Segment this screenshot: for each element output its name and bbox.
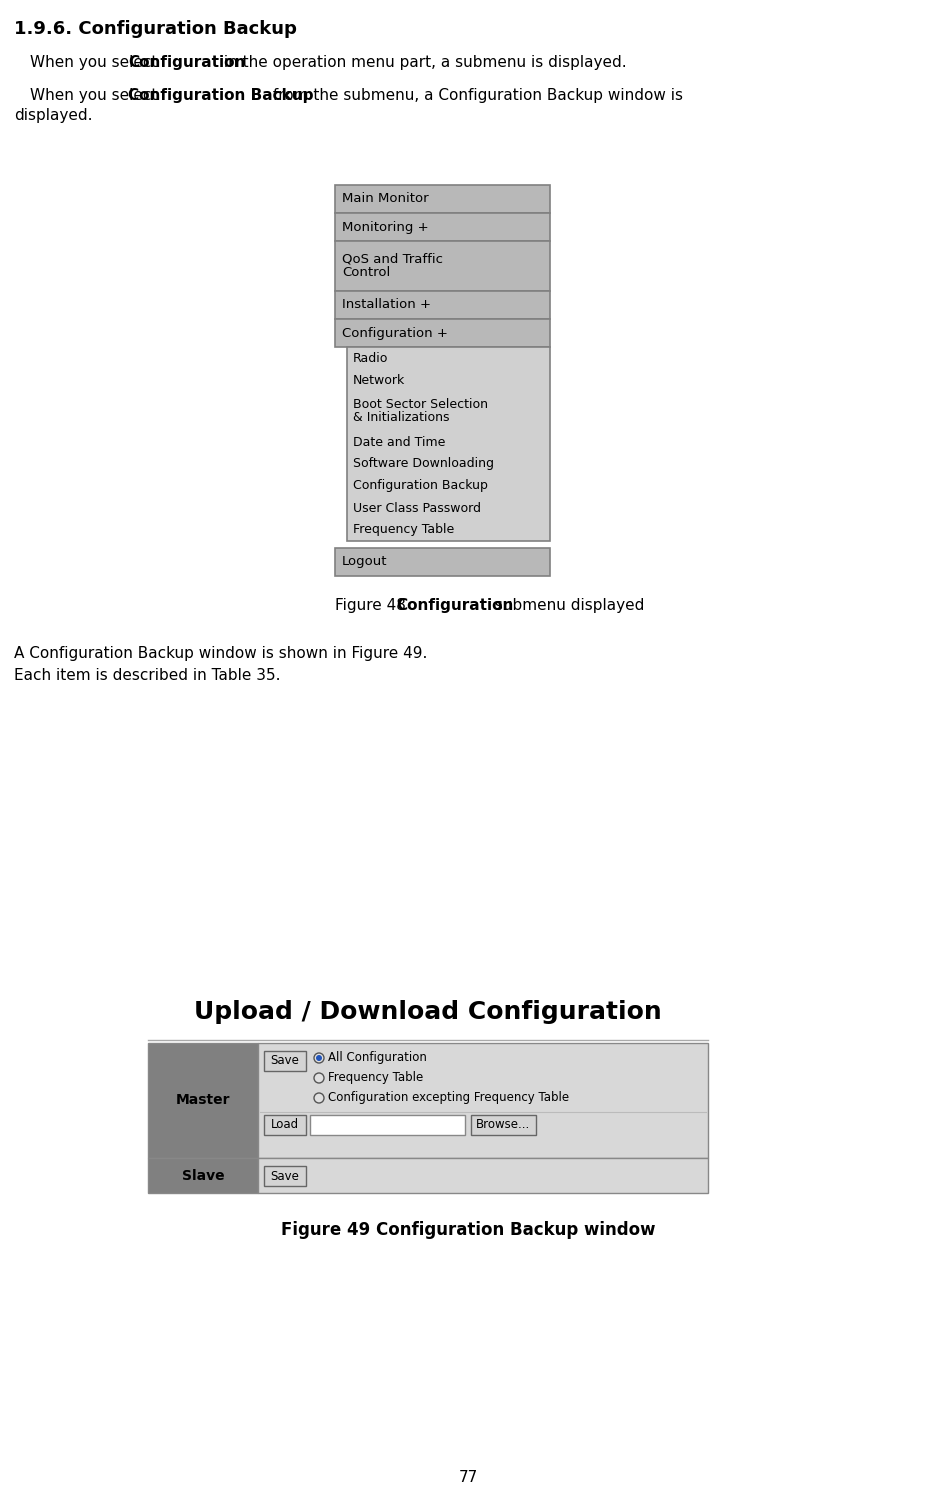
Text: Configuration: Configuration bbox=[396, 598, 514, 613]
Text: A Configuration Backup window is shown in Figure 49.: A Configuration Backup window is shown i… bbox=[14, 645, 427, 662]
Text: Installation +: Installation + bbox=[342, 299, 431, 311]
Text: displayed.: displayed. bbox=[14, 109, 93, 123]
Text: Upload / Download Configuration: Upload / Download Configuration bbox=[194, 999, 661, 1025]
Text: Load: Load bbox=[271, 1118, 299, 1132]
Text: User Class Password: User Class Password bbox=[353, 501, 480, 515]
Text: Figure 48: Figure 48 bbox=[335, 598, 410, 613]
Text: Configuration Backup: Configuration Backup bbox=[353, 479, 488, 492]
Text: Network: Network bbox=[353, 373, 404, 387]
Text: Save: Save bbox=[271, 1169, 300, 1182]
Bar bbox=[335, 184, 549, 213]
Bar bbox=[335, 549, 549, 575]
Circle shape bbox=[315, 1054, 322, 1062]
Text: in the operation menu part, a submenu is displayed.: in the operation menu part, a submenu is… bbox=[219, 55, 626, 70]
Text: All Configuration: All Configuration bbox=[328, 1051, 427, 1065]
Text: Each item is described in Table 35.: Each item is described in Table 35. bbox=[14, 668, 280, 683]
Text: 77: 77 bbox=[458, 1471, 477, 1486]
Text: Configuration Backup: Configuration Backup bbox=[128, 88, 314, 103]
Bar bbox=[346, 346, 549, 541]
Text: Frequency Table: Frequency Table bbox=[353, 523, 454, 537]
Text: Boot Sector Selection
& Initializations: Boot Sector Selection & Initializations bbox=[353, 399, 488, 424]
Text: Figure 49 Configuration Backup window: Figure 49 Configuration Backup window bbox=[281, 1221, 654, 1239]
Text: Main Monitor: Main Monitor bbox=[342, 192, 428, 205]
Circle shape bbox=[314, 1053, 324, 1063]
Bar bbox=[346, 346, 549, 369]
Bar bbox=[257, 1042, 708, 1158]
Bar bbox=[346, 519, 549, 541]
Text: QoS and Traffic
Control: QoS and Traffic Control bbox=[342, 253, 443, 280]
Text: Configuration excepting Frequency Table: Configuration excepting Frequency Table bbox=[328, 1091, 568, 1105]
Text: Software Downloading: Software Downloading bbox=[353, 458, 493, 470]
Text: submenu displayed: submenu displayed bbox=[490, 598, 644, 613]
Text: Master: Master bbox=[176, 1093, 230, 1108]
Circle shape bbox=[314, 1074, 324, 1083]
Text: Configuration +: Configuration + bbox=[342, 327, 447, 339]
Text: Frequency Table: Frequency Table bbox=[328, 1072, 423, 1084]
Bar bbox=[346, 497, 549, 519]
Bar bbox=[264, 1166, 306, 1187]
Bar bbox=[471, 1115, 535, 1135]
Text: Configuration: Configuration bbox=[128, 55, 245, 70]
Bar bbox=[346, 431, 549, 454]
Text: Date and Time: Date and Time bbox=[353, 436, 445, 449]
Text: Browse...: Browse... bbox=[475, 1118, 530, 1132]
Text: from the submenu, a Configuration Backup window is: from the submenu, a Configuration Backup… bbox=[268, 88, 682, 103]
Text: Slave: Slave bbox=[182, 1169, 224, 1182]
Bar bbox=[346, 454, 549, 474]
Bar bbox=[148, 1158, 257, 1193]
Bar bbox=[310, 1115, 464, 1135]
Circle shape bbox=[314, 1093, 324, 1103]
Bar bbox=[264, 1051, 306, 1071]
Bar bbox=[335, 291, 549, 320]
Bar bbox=[335, 320, 549, 346]
Text: Logout: Logout bbox=[342, 556, 388, 568]
Text: 1.9.6. Configuration Backup: 1.9.6. Configuration Backup bbox=[14, 19, 297, 39]
Bar bbox=[335, 241, 549, 291]
Text: When you select: When you select bbox=[30, 88, 162, 103]
Bar bbox=[264, 1115, 306, 1135]
Bar bbox=[335, 213, 549, 241]
Text: Monitoring +: Monitoring + bbox=[342, 220, 428, 233]
Bar bbox=[346, 474, 549, 497]
Bar bbox=[346, 391, 549, 431]
Bar bbox=[148, 1042, 257, 1158]
Bar bbox=[257, 1158, 708, 1193]
Text: Radio: Radio bbox=[353, 351, 388, 364]
Text: When you select: When you select bbox=[30, 55, 162, 70]
Bar bbox=[346, 369, 549, 391]
Text: Save: Save bbox=[271, 1054, 300, 1068]
